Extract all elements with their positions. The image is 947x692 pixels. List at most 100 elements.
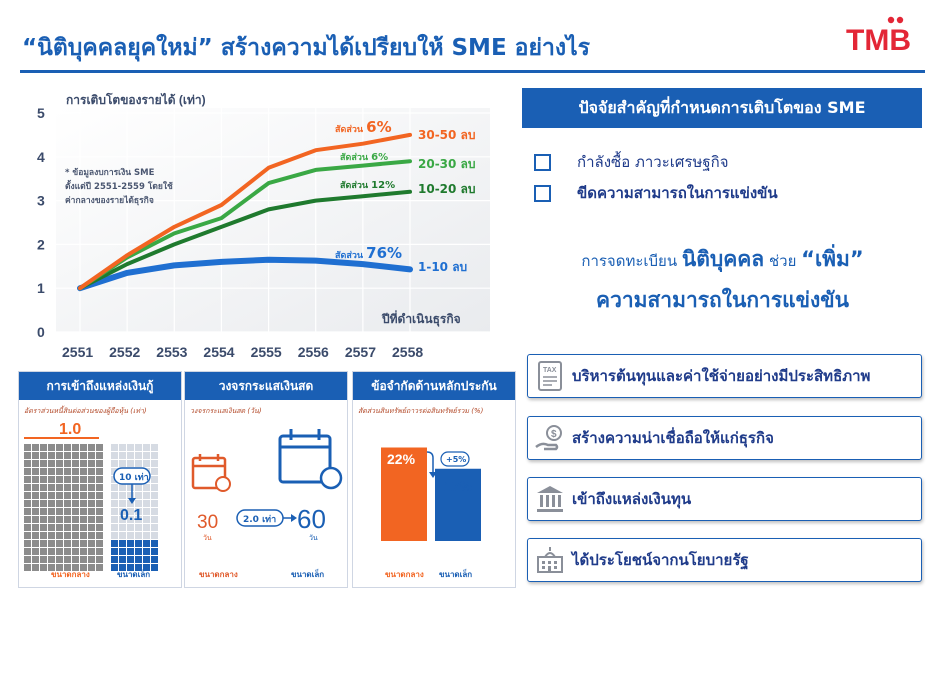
y-tick-label: 0 [37,324,45,340]
y-tick-label: 5 [37,105,45,121]
grid-cell [80,532,87,539]
grid-cell [64,524,71,531]
grid-cell [56,524,63,531]
grid-cell [64,516,71,523]
y-tick-label: 4 [37,149,45,165]
benefit-card: ได้ประโยชน์จากนโยบายรัฐ [527,538,922,582]
grid-cell [48,492,55,499]
grid-cell [111,548,118,555]
grid-cell [32,484,39,491]
panel-header: วงจรกระแสเงินสด [185,372,347,400]
grid-cell [56,516,63,523]
grid-cell [151,468,158,475]
grid-cell [96,532,103,539]
grid-cell [24,524,31,531]
grid-cell [72,484,79,491]
grid-cell [135,532,142,539]
grid-cell [127,556,134,563]
grid-cell [64,564,71,571]
grid-cell [111,484,118,491]
factor-label: กำลังซื้อ ภาวะเศรษฐกิจ [577,153,729,171]
x-tick-label: 2557 [345,344,376,360]
grid-cell [143,516,150,523]
series-labels: สัดส่วน 6% 30-50 ลบสัดส่วน 6% 20-30 ลบสัดส… [335,118,476,274]
grid-cell [32,516,39,523]
collateral-small-value: 17% [444,478,473,494]
grid-cell [56,532,63,539]
x-tick-label: 2556 [298,344,329,360]
grid-cell [111,556,118,563]
panel-subtitle: วงจรกระแสเงินสด (วัน) [190,407,262,415]
grid-cell [80,516,87,523]
grid-cell [119,564,126,571]
grid-cell [119,524,126,531]
grid-cell [96,452,103,459]
grid-cell [111,444,118,451]
grid-cell [88,444,95,451]
grid-cell [64,468,71,475]
grid-cell [64,476,71,483]
grid-cell [119,500,126,507]
grid-cell [56,492,63,499]
grid-cell [96,460,103,467]
grid-cell [88,476,95,483]
chart-note-line-2: ตั้งแต่ปี 2551-2559 โดยใช้ [65,179,173,192]
grid-cell [151,556,158,563]
grid-cell [80,548,87,555]
grid-cell [88,556,95,563]
grid-cell [32,556,39,563]
grid-cell [135,500,142,507]
y-axis-ticks: 0 1 2 3 4 5 [37,105,45,340]
panel-header: ข้อจำกัดด้านหลักประกัน [353,372,515,400]
grid-cell [151,548,158,555]
grid-cell [32,476,39,483]
small-calendar-icon [191,454,231,492]
grid-cell [48,500,55,507]
collateral-medium-value: 22% [387,451,416,467]
grid-cell [151,540,158,547]
grid-cell [127,564,134,571]
grid-cell [127,452,134,459]
grid-cell [88,484,95,491]
grid-cell [24,468,31,475]
grid-cell [151,564,158,571]
grid-cell [111,460,118,467]
grid-cell [40,508,47,515]
cashcycle-panel: วงจรกระแสเงินสด วงจรกระแสเงินสด (วัน) 30… [184,371,348,588]
y-tick-label: 3 [37,193,45,209]
grid-cell [111,508,118,515]
grid-cell [40,564,47,571]
collateral-diff: +5% [446,455,466,464]
grid-cell [127,548,134,555]
grid-cell [56,444,63,451]
grid-cell [151,484,158,491]
grid-cell [80,468,87,475]
grid-cell [143,532,150,539]
grid-cell [40,540,47,547]
grid-cell [72,508,79,515]
grid-cell [80,492,87,499]
grid-cell [143,452,150,459]
funding-infographic: 1.0 10 เท่า 0.1 [24,421,158,571]
grid-cell [32,500,39,507]
series-share-label: สัดส่วน 6% [340,152,388,163]
grid-cell [135,444,142,451]
bank-icon [528,478,572,520]
factor-item: กำลังซื้อ ภาวะเศรษฐกิจ [534,150,729,174]
grid-cell [48,564,55,571]
svg-text:$: $ [551,429,557,440]
cashcycle-infographic: 30 2.0 เท่า 60 วัน วัน [191,429,343,542]
grid-cell [64,492,71,499]
grid-cell [72,468,79,475]
funding-medium-value: 1.0 [59,421,81,438]
y-tick-label: 2 [37,236,45,252]
grid-cell [127,484,134,491]
grid-cell [48,460,55,467]
factor-label: ขีดความสามารถในการแข่งขัน [577,184,778,202]
grid-cell [72,516,79,523]
series-line [77,256,413,292]
grid-cell [127,500,134,507]
grid-cell [119,516,126,523]
medium-label: ขนาดกลาง [51,570,90,579]
grid-cell [40,500,47,507]
